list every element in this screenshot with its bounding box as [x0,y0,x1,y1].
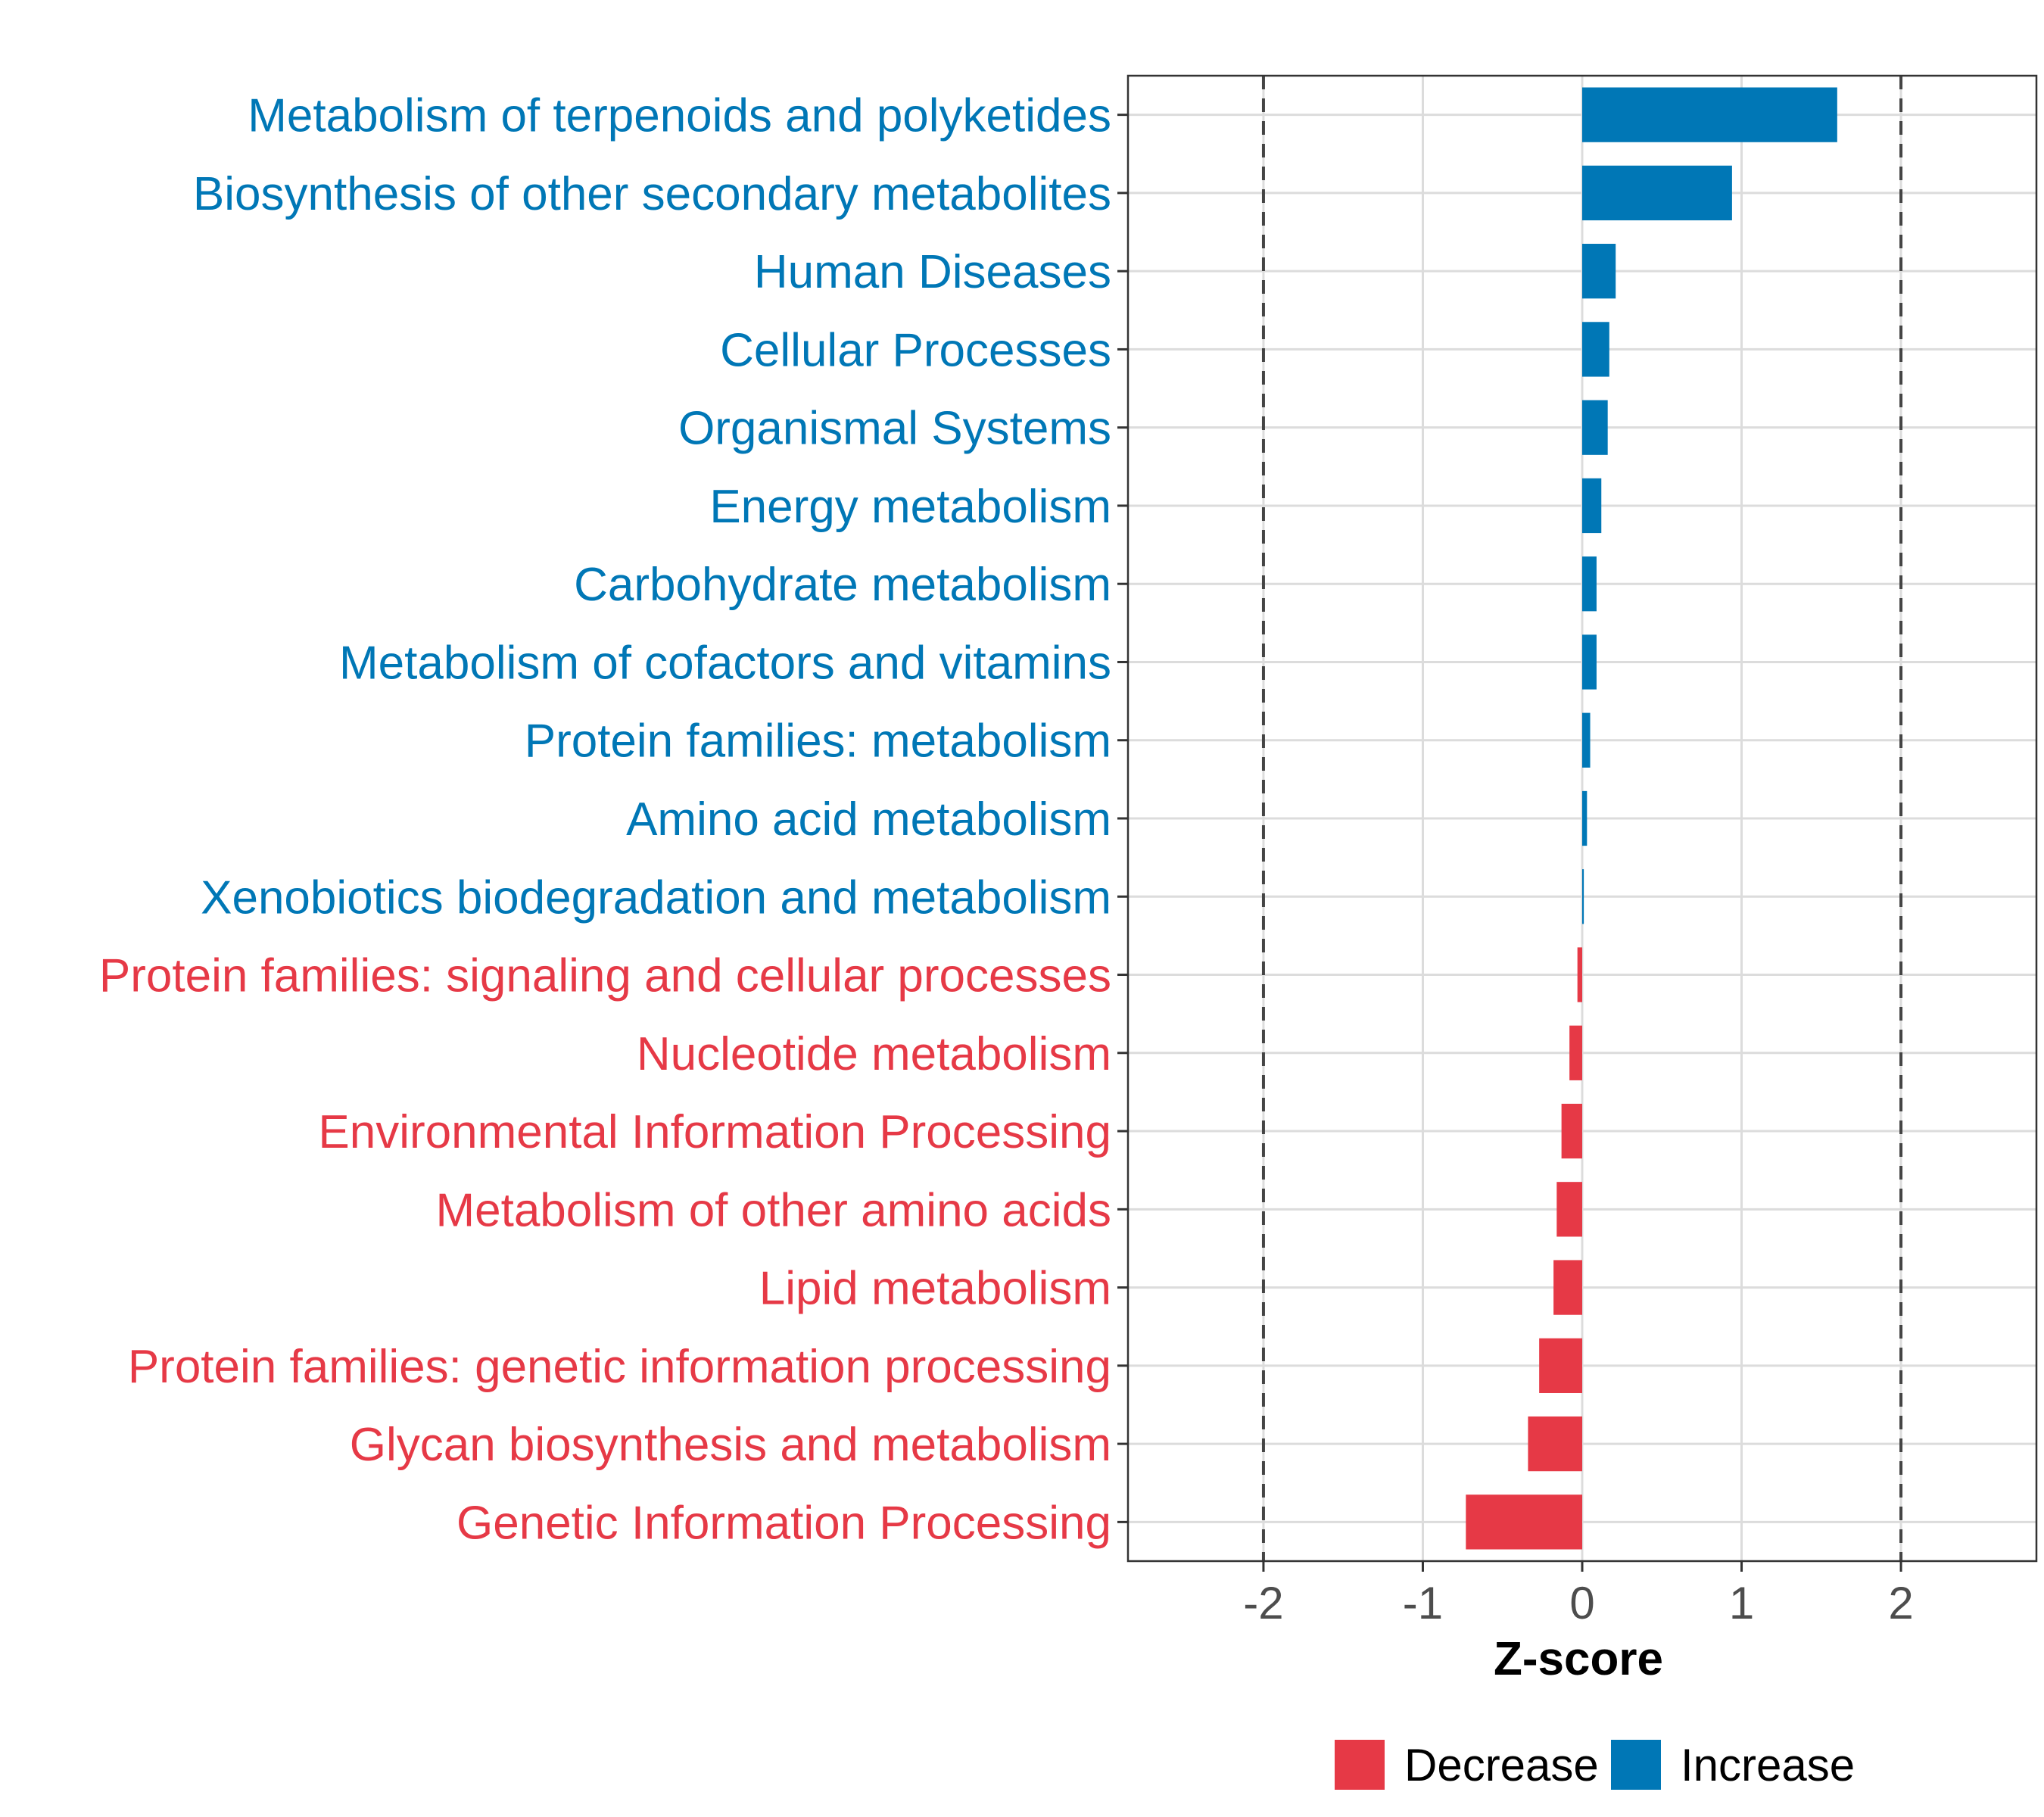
y-tick-label: Protein families: genetic information pr… [128,1341,1111,1393]
bar [1582,790,1588,846]
bar [1582,478,1602,534]
y-tick-label: Carbohydrate metabolism [574,559,1111,611]
y-axis: Metabolism of terpenoids and polyketides… [99,90,1128,1549]
bar [1539,1338,1582,1393]
y-tick-label: Protein families: metabolism [525,715,1111,768]
bar [1569,1025,1582,1080]
legend-label: Increase [1681,1740,1855,1791]
bar [1561,1103,1582,1159]
bar [1582,556,1597,612]
y-tick-label: Organismal Systems [678,403,1111,455]
x-tick-label: 1 [1729,1578,1754,1628]
x-tick-label: -1 [1403,1578,1443,1628]
legend: Decrease Increase [1335,1740,1855,1791]
bars [1466,87,1837,1550]
y-tick-label: Lipid metabolism [759,1263,1111,1315]
bar [1582,165,1732,221]
y-tick-label: Human Diseases [754,246,1111,298]
reference-lines [1261,76,1903,1561]
bar [1556,1182,1582,1237]
y-tick-label: Cellular Processes [720,324,1111,376]
bar [1582,244,1616,299]
x-tick-label: -2 [1243,1578,1283,1628]
bar [1582,400,1608,455]
bar [1582,869,1584,924]
y-tick-label: Amino acid metabolism [626,793,1111,846]
y-tick-label: Glycan biosynthesis and metabolism [350,1419,1111,1471]
y-tick-label: Nucleotide metabolism [637,1028,1111,1080]
x-tick-label: 0 [1569,1578,1594,1628]
y-tick-label: Metabolism of terpenoids and polyketides [248,90,1111,142]
y-tick-label: Biosynthesis of other secondary metaboli… [193,168,1111,220]
y-tick-label: Metabolism of cofactors and vitamins [339,637,1111,689]
bar [1582,322,1609,377]
y-tick-label: Environmental Information Processing [318,1106,1111,1158]
y-tick-label: Protein families: signaling and cellular… [99,950,1111,1002]
x-tick-label: 2 [1888,1578,1913,1628]
bar [1553,1260,1582,1315]
legend-swatch [1611,1740,1661,1790]
bar [1577,947,1582,1002]
x-axis: -2 -1 0 1 2 [1243,1561,1914,1628]
bar [1528,1416,1582,1472]
y-tick-label: Energy metabolism [709,481,1111,533]
y-tick-label: Metabolism of other amino acids [435,1184,1111,1236]
y-tick-label: Genetic Information Processing [456,1497,1111,1549]
bar [1466,1494,1582,1550]
legend-swatch [1335,1740,1385,1790]
x-axis-title: Z-score [1494,1633,1663,1685]
bar [1582,712,1591,768]
legend-label: Decrease [1404,1740,1599,1791]
bar [1582,87,1837,142]
bar [1582,634,1597,690]
y-tick-label: Xenobiotics biodegradation and metabolis… [201,871,1111,924]
